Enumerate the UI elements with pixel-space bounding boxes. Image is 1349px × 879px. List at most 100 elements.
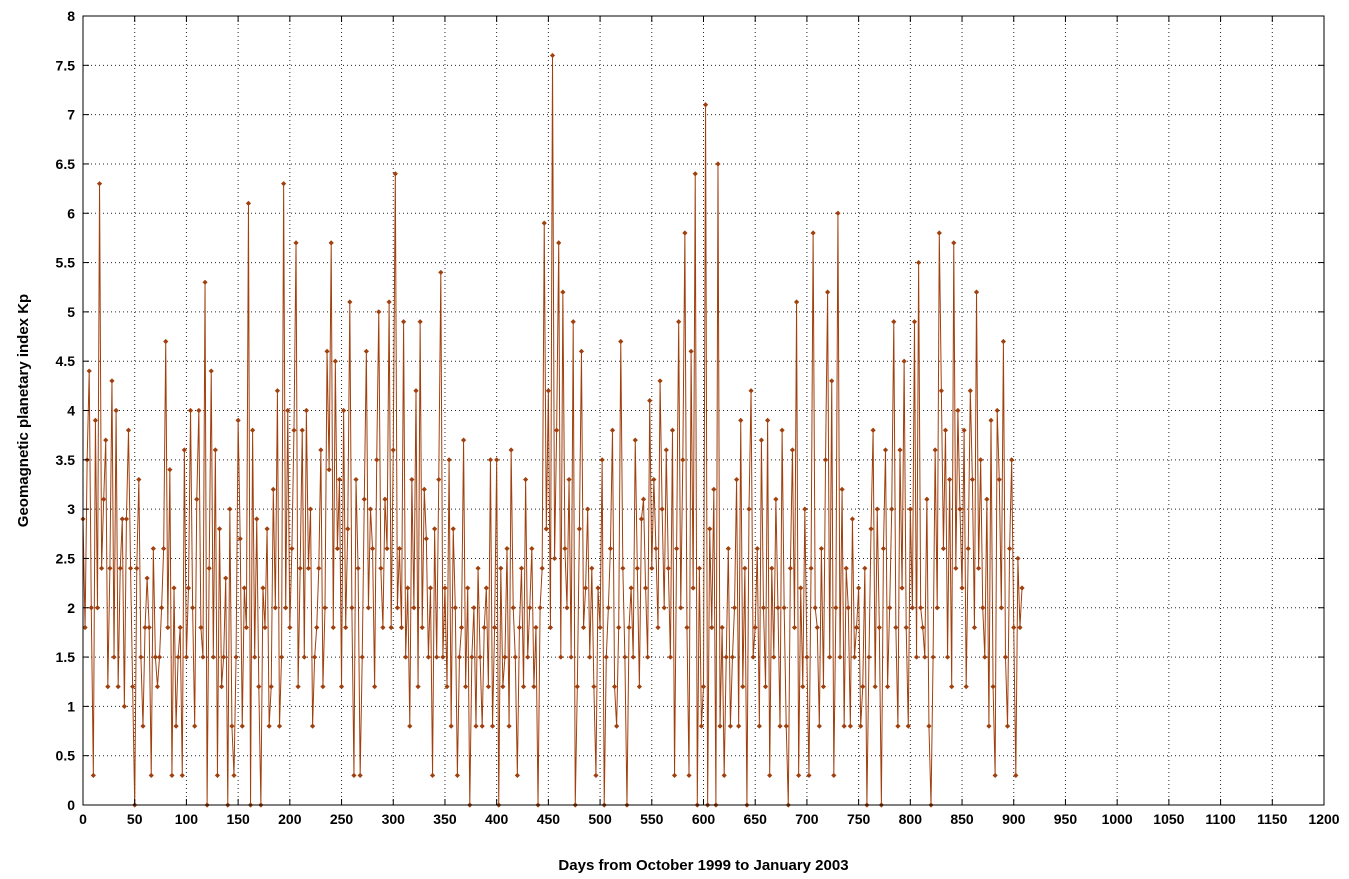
x-tick-label: 800 <box>899 811 923 827</box>
kp-data-point <box>330 624 336 631</box>
kp-data-point <box>487 457 494 463</box>
kp-data-point <box>580 624 587 631</box>
kp-data-point <box>998 605 1004 611</box>
kp-data-point <box>587 654 593 660</box>
kp-data-point <box>897 447 903 453</box>
kp-data-point <box>771 654 777 660</box>
kp-data-point <box>560 289 566 295</box>
kp-data-point <box>99 565 105 571</box>
kp-data-point <box>533 624 539 631</box>
kp-data-point <box>918 605 924 611</box>
kp-data-point <box>856 585 862 591</box>
kp-data-point <box>173 723 179 729</box>
kp-data-point <box>715 161 721 167</box>
kp-data-point <box>930 654 936 660</box>
kp-data-point <box>957 506 963 512</box>
kp-data-point <box>622 654 628 660</box>
kp-data-point <box>583 585 589 591</box>
kp-data-point <box>138 654 144 660</box>
kp-data-point <box>436 476 442 483</box>
kp-data-point <box>349 605 355 611</box>
kp-data-point <box>982 654 988 660</box>
kp-data-point <box>134 565 140 571</box>
kp-data-point <box>707 526 713 532</box>
kp-data-point <box>723 654 729 660</box>
kp-data-point <box>775 605 781 611</box>
kp-data-point <box>564 605 570 611</box>
kp-data-point <box>1000 338 1007 345</box>
kp-data-point <box>611 684 618 690</box>
kp-data-point <box>378 565 384 571</box>
kp-data-point <box>973 289 980 295</box>
kp-data-point <box>802 506 808 512</box>
kp-data-point <box>862 565 868 571</box>
kp-data-point <box>585 506 591 512</box>
kp-data-point <box>307 506 314 512</box>
kp-data-point <box>214 772 221 779</box>
kp-data-point <box>990 684 996 690</box>
kp-data-point <box>221 654 227 660</box>
kp-data-point <box>630 654 636 660</box>
kp-data-point <box>916 259 922 266</box>
kp-data-point <box>647 398 653 404</box>
kp-data-point <box>980 605 986 611</box>
kp-data-point <box>847 723 853 729</box>
kp-data-point <box>113 407 119 414</box>
y-tick-label: 1 <box>67 698 75 714</box>
kp-data-point <box>634 565 640 571</box>
kp-data-point <box>527 605 533 611</box>
y-tick-label: 7 <box>67 107 75 123</box>
kp-data-point <box>789 447 796 453</box>
kp-data-point <box>684 624 690 631</box>
kp-data-point <box>363 348 369 354</box>
kp-data-point <box>903 624 909 631</box>
kp-data-point <box>341 407 347 414</box>
kp-data-point <box>523 476 529 483</box>
x-tick-label: 350 <box>433 811 457 827</box>
kp-data-point <box>235 417 241 423</box>
kp-data-point <box>841 723 847 729</box>
kp-data-point <box>866 654 872 660</box>
kp-data-point <box>614 723 620 729</box>
kp-data-point <box>870 427 876 433</box>
kp-data-point <box>270 486 276 492</box>
kp-data-point <box>895 723 901 729</box>
kp-data-point <box>432 526 438 532</box>
kp-data-point <box>851 654 858 660</box>
kp-data-point <box>444 684 450 690</box>
kp-data-point <box>479 723 485 729</box>
kp-data-point <box>781 605 787 611</box>
kp-data-point <box>328 240 334 246</box>
kp-data-point <box>281 181 287 187</box>
kp-data-point <box>312 654 318 660</box>
kp-data-point <box>295 684 301 690</box>
kp-data-point <box>860 684 866 690</box>
kp-data-point <box>88 605 94 611</box>
x-tick-label: 250 <box>330 811 354 827</box>
kp-data-point <box>868 526 874 532</box>
kp-data-point <box>374 457 380 463</box>
kp-data-point <box>494 457 500 463</box>
kp-data-point <box>678 605 684 611</box>
kp-data-point <box>208 368 214 374</box>
kp-data-point <box>262 624 268 631</box>
kp-data-point <box>264 526 270 532</box>
kp-data-point <box>988 417 994 423</box>
kp-data-point <box>806 772 812 779</box>
kp-data-point <box>438 269 444 276</box>
kp-data-point <box>429 772 436 779</box>
kp-data-point <box>278 654 285 660</box>
kp-data-point <box>628 585 634 591</box>
kp-data-point <box>1019 585 1025 591</box>
kp-data-point <box>814 624 820 631</box>
kp-data-point <box>965 545 971 552</box>
kp-data-point <box>940 545 947 552</box>
kp-data-point <box>574 684 580 690</box>
kp-data-point <box>241 585 247 591</box>
kp-data-point <box>245 200 252 206</box>
kp-data-point <box>541 220 547 226</box>
kp-data-point <box>961 427 967 433</box>
kp-data-point <box>320 684 326 690</box>
kp-data-point <box>398 624 405 631</box>
kp-data-point <box>115 684 121 690</box>
